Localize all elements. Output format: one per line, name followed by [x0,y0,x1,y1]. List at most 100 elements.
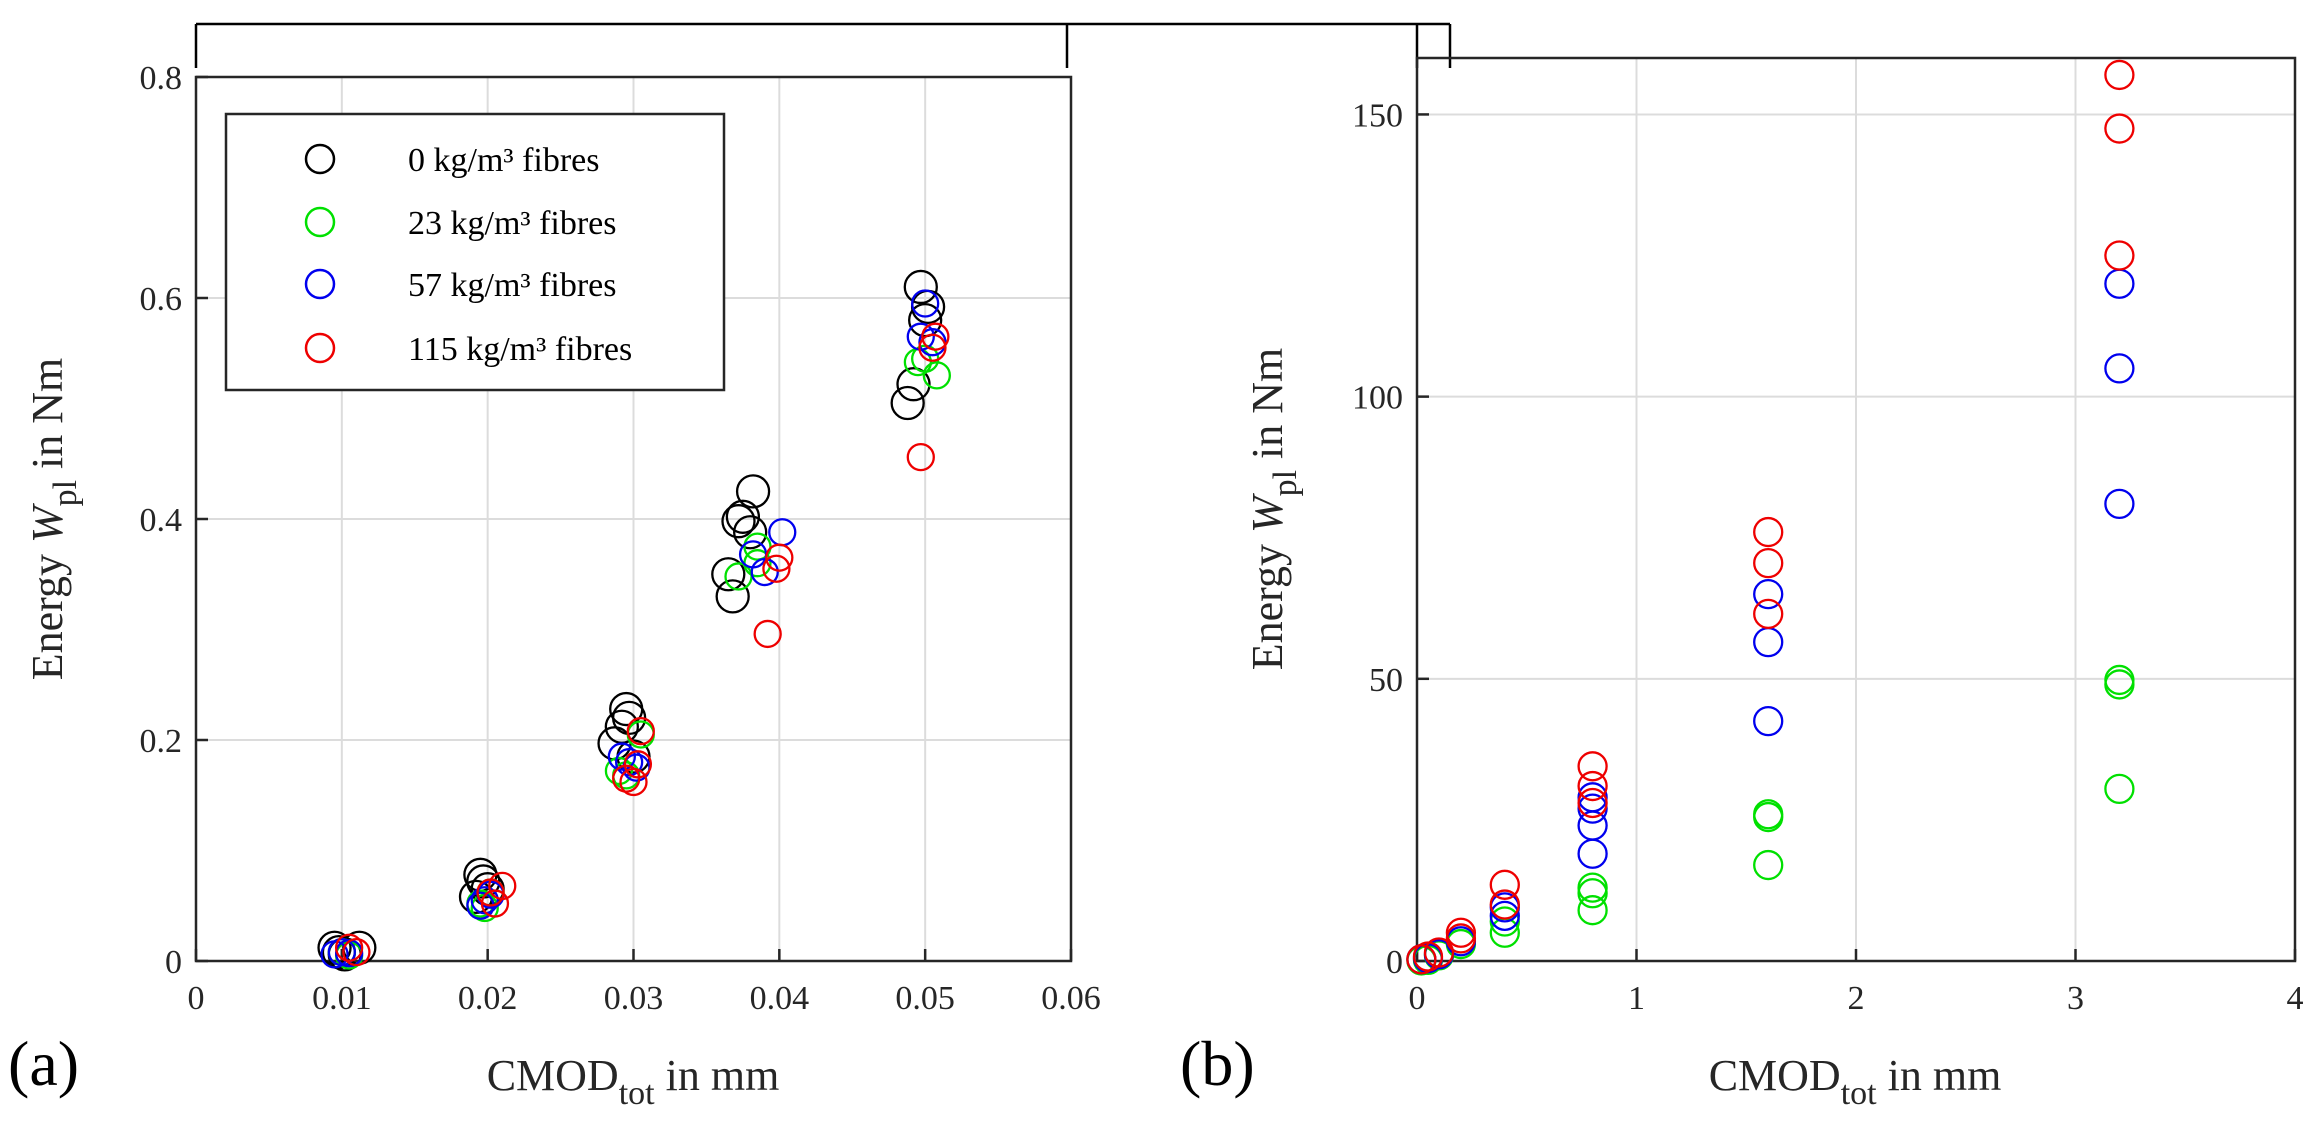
point-b-s0-9 [1753,849,1784,881]
panel-a: 0 0.01 0.02 0.03 0.04 0.05 0.06 0 0.2 0.4 0.6 0.8 0… [8,60,1101,1112]
grid-b [1417,58,2295,961]
panel-label-b: (b) [1180,1028,1255,1099]
point-a-s3-7 [626,717,655,746]
xtick-label-a-1: 0.01 [312,980,372,1017]
point-a-s1-13 [922,361,951,390]
panel-b: 0 1 2 3 4 0 50 100 150 CMODtot in mm Energy Wpl … [1180,56,2304,1112]
point-a-s1-5 [604,756,634,786]
legend: 0 kg/m³ fibres 23 kg/m³ fibres 57 kg/m³ … [224,112,726,392]
point-a-s3-4 [488,871,517,901]
y-axis-label-a: Energy Wpl in Nm [23,358,84,681]
xtick-label-b-3: 3 [2067,980,2084,1017]
point-b-s2-5 [1489,889,1520,920]
point-b-s1-6 [1577,838,1608,869]
ytick-label-b-0: 0 [1386,944,1403,981]
point-b-s0-11 [1753,799,1784,830]
point-b-s2-10 [1753,598,1784,630]
point-a-s0-19 [890,385,925,421]
xtick-label-a-4: 0.04 [750,980,810,1017]
point-a-s2-13 [911,289,940,318]
y-axis-label-a-var: W [23,503,72,543]
inset-bracket [194,22,1452,68]
point-a-s3-8 [623,750,653,779]
y-axis-label-b-main: Energy [1243,533,1292,670]
point-a-s0-18 [735,474,771,509]
point-b-s2-11 [1753,547,1784,579]
legend-box [224,112,726,392]
ticks-b: 0 1 2 3 4 0 50 100 150 [1352,97,2304,1017]
point-a-s0-17 [733,515,768,550]
point-a-s3-14 [921,322,950,351]
panel-label-a: (a) [8,1028,79,1099]
y-axis-label-b: Energy Wpl in Nm [1243,348,1304,671]
xtick-label-b-1: 1 [1628,980,1645,1017]
point-a-s0-16 [725,499,761,534]
xtick-label-a-3: 0.03 [604,980,664,1017]
point-a-s0-20 [896,367,931,402]
ytick-label-b-3: 150 [1352,97,1403,134]
y-axis-label-b-var: W [1243,493,1292,533]
point-b-s2-6 [1489,869,1520,900]
legend-marker-3 [304,332,336,364]
point-a-s2-10 [750,557,779,587]
point-a-s3-3 [480,889,510,918]
x-axis-label-a-unit: in mm [655,1051,780,1100]
point-b-s0-7 [1577,878,1608,909]
point-b-s0-6 [1577,895,1608,926]
legend-marker-0 [304,143,336,175]
point-a-s3-11 [765,543,794,572]
y-axis-label-a-main: Energy [23,543,72,680]
point-b-s1-10 [1753,705,1784,737]
ytick-label-b-1: 50 [1369,662,1403,699]
xtick-label-a-0: 0 [188,980,205,1017]
xtick-label-b-4: 4 [2287,980,2304,1017]
x-axis-label-b: CMODtot in mm [1709,1051,2002,1112]
point-a-s3-13 [918,333,947,362]
point-b-s2-13 [2104,240,2135,271]
point-b-s2-14 [2104,113,2135,144]
point-b-s2-3 [1445,923,1477,954]
point-b-s0-10 [1753,801,1784,833]
legend-label-2: 57 kg/m³ fibres [408,267,617,304]
point-a-s3-0 [334,933,364,962]
point-a-s1-10 [743,532,772,561]
points-b [1406,59,2135,976]
point-a-s2-9 [738,540,768,569]
point-b-s2-7 [1577,787,1608,819]
ytick-label-a-1: 0.2 [140,723,183,760]
point-b-s1-14 [2104,353,2135,384]
point-b-s2-12 [1753,516,1784,548]
point-b-s2-15 [2104,59,2135,91]
point-b-s2-8 [1577,770,1608,802]
y-axis-label-a-sub: pl [47,480,84,506]
point-b-s0-14 [2104,664,2135,696]
x-axis-label-b-unit: in mm [1877,1051,2002,1100]
point-a-s0-15 [721,504,756,539]
point-b-s0-12 [2104,773,2135,805]
point-b-s1-13 [2104,488,2135,520]
point-a-s3-6 [619,767,648,797]
point-a-s2-11 [768,518,797,547]
point-b-s1-15 [2104,268,2135,299]
legend-marker-1 [304,206,336,238]
point-b-s1-7 [1577,810,1608,841]
ytick-label-a-0: 0 [165,944,182,981]
legend-label-0: 0 kg/m³ fibres [408,142,600,179]
x-axis-label-a-main: CMOD [487,1051,619,1100]
xtick-label-b-0: 0 [1409,980,1426,1017]
ytick-label-b-2: 100 [1352,380,1403,417]
point-a-s3-1 [342,938,371,967]
point-b-s0-8 [1577,872,1608,903]
ticks-a: 0 0.01 0.02 0.03 0.04 0.05 0.06 0 0.2 0.4 0.6 0.8 [140,60,1101,1017]
points-a [317,269,951,972]
xtick-label-b-2: 2 [1848,980,1865,1017]
xtick-label-a-5: 0.05 [895,980,955,1017]
ytick-label-a-3: 0.6 [140,281,183,318]
point-a-s0-21 [903,269,938,305]
point-a-s3-12 [906,442,935,472]
y-axis-label-b-unit: in Nm [1243,348,1292,470]
legend-label-1: 23 kg/m³ fibres [408,205,617,242]
point-b-s2-4 [1445,917,1477,948]
y-axis-label-a-unit: in Nm [23,358,72,480]
